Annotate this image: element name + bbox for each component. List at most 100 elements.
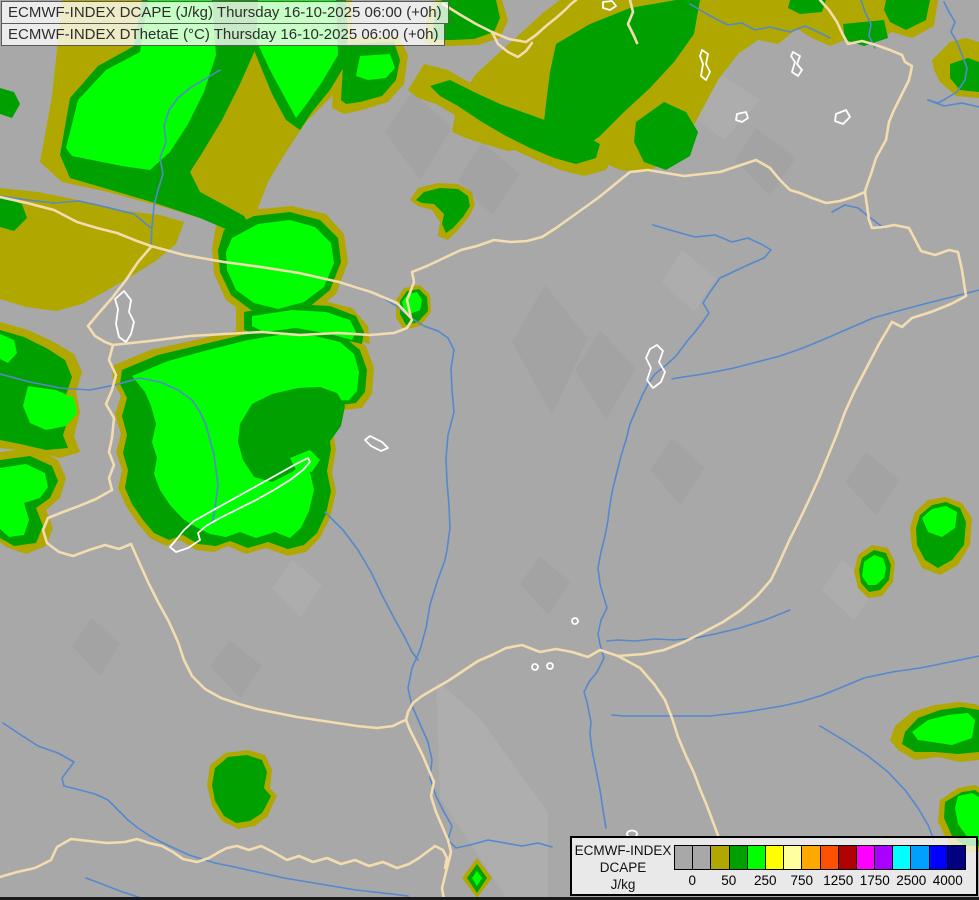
legend-color-cell [711,846,730,869]
country-borders-shape [0,837,449,879]
rivers-shape [150,69,221,247]
dcape-areas-shape [922,506,957,537]
country-borders-shape [86,245,153,347]
country-borders-shape [41,343,133,558]
terrain-mottling-shape [662,250,716,312]
terrain-mottling-shape [650,438,705,505]
country-borders-shape [441,0,578,44]
dcape-areas-shape [884,0,930,30]
country-borders-shape [818,0,904,57]
rivers-shape [860,0,876,49]
country-borders-shape [404,320,894,900]
legend-color-cell [784,846,803,869]
lakes-shape [169,457,311,553]
rivers-shape [606,609,791,642]
terrain-mottling-shape [512,285,588,415]
legend-color-cell [947,846,965,869]
rivers-shape [150,245,553,849]
rivers-shape [819,725,935,841]
dcape-areas-shape [472,871,482,886]
terrain-mottling-shape [272,560,322,618]
legend-color-cell [765,846,785,869]
country-borders-shape [490,30,534,59]
lakes-shape [364,435,389,452]
legend-color-cell [820,846,839,869]
map-bottom-edge [0,897,979,900]
rivers-shape [583,224,772,829]
legend-color-cell [929,846,948,869]
dcape-areas-shape [542,0,700,158]
legend-model-label: ECMWF-INDEX [574,843,672,858]
legend-color-cell [729,846,748,869]
legend-color-cell [693,846,712,869]
rivers-shape [831,204,885,229]
rivers-shape [927,99,979,108]
map-title-dthetae-text: ECMWF-INDEX DThetaE (°C) Thursday 16-10-… [8,26,439,43]
legend-tick-label: 0 [688,873,697,888]
country-borders-shape [111,318,414,347]
country-borders-shape [626,0,639,45]
rivers-shape [927,1,968,104]
terrain-mottling-shape [822,560,876,620]
terrain-mottling-shape [520,556,570,615]
country-borders-shape [0,195,153,248]
country-borders-shape [149,244,413,320]
dcape-areas-shape [912,713,975,745]
dcape-areas-shape [950,58,979,92]
country-borders-shape [616,654,721,840]
legend-tick-label: 750 [790,873,814,888]
country-borders-shape [863,53,968,329]
rivers-shape [671,289,979,380]
dcape-areas-shape [226,220,334,309]
lakes-shape [699,49,711,81]
legend-color-cell [747,846,766,869]
legend-ticks: 0 50 250 750 1250 1750 2500 4000 [674,870,966,890]
terrain-mottling-shape [210,640,262,698]
lakes-shape [531,663,539,671]
dcape-areas-shape [0,196,27,231]
dcape-areas-shape [416,188,470,233]
country-borders-shape [405,235,544,320]
legend-color-cell [856,846,876,869]
terrain-mottling-shape [458,142,520,215]
dcape-areas-shape [862,555,886,585]
dcape-areas-shape [212,755,271,823]
dcape-areas-shape [238,387,345,482]
legend-tick-label: 250 [753,873,777,888]
country-borders-shape [540,158,867,239]
dcape-areas-shape [290,450,320,472]
legend-tick-label: 1750 [859,873,890,888]
lakes-shape [834,109,851,125]
legend-tick-label: 50 [721,873,737,888]
rivers-shape [689,3,831,39]
map-title-dcape-text: ECMWF-INDEX DCAPE (J/kg) Thursday 16-10-… [8,4,442,21]
legend-tick-label: 1250 [823,873,854,888]
lakes-shape [790,51,803,77]
dcape-areas-shape [0,334,17,363]
terrain-mottling-shape [845,452,900,515]
map-title-dthetae: ECMWF-INDEX DThetaE (°C) Thursday 16-10-… [1,23,446,46]
dcape-areas-shape [430,80,600,164]
dcape-areas-shape [955,793,979,840]
dcape-areas-shape [634,102,698,170]
dcape-areas-shape [0,188,184,311]
lakes-shape [571,617,579,625]
rivers-shape [0,195,152,229]
legend-color-cell [675,846,694,869]
country-borders-shape [129,542,408,730]
lakes-shape [546,662,554,670]
legend-color-cell [911,846,930,869]
dcape-areas-shape [0,464,48,537]
lakes-shape [735,111,749,123]
legend-color-cell [893,846,912,869]
legend-label-block: ECMWF-INDEX DCAPE J/kg [572,838,674,894]
lakes-shape [114,290,135,343]
rivers-shape [611,655,979,717]
legend-tick-label: 2500 [896,873,927,888]
dcape-areas-shape [843,20,888,46]
